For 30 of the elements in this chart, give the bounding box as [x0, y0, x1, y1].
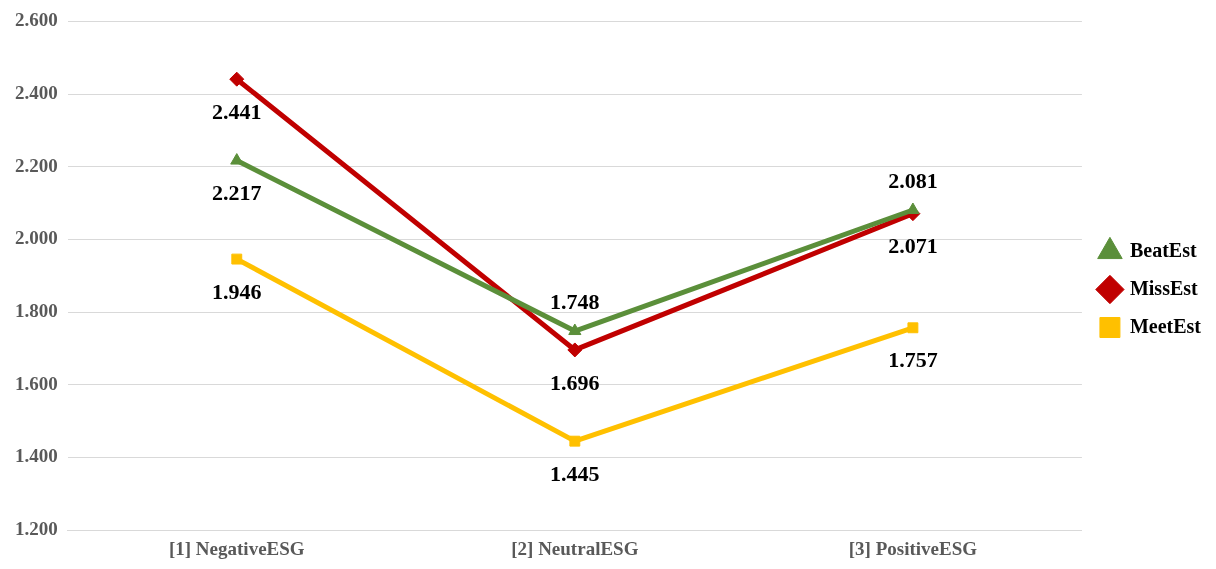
y-tick-label: 1.400: [15, 445, 58, 467]
legend-label: BeatEst: [1129, 238, 1197, 261]
point: [569, 435, 581, 447]
data-label: 1.748: [550, 288, 600, 314]
data-label: 2.081: [888, 167, 938, 193]
point: [568, 323, 582, 336]
data-label: 2.071: [888, 233, 938, 259]
data-label: 1.696: [550, 369, 600, 395]
point: [230, 153, 244, 165]
x-tick-label: [1] NegativeESG: [168, 537, 305, 559]
y-tick-label: 2.600: [15, 9, 58, 31]
y-tick-label: 2.000: [15, 227, 58, 249]
legend-label: MissEst: [1129, 276, 1199, 299]
y-tick-label: 1.800: [15, 300, 58, 322]
x-tick-label: [3] PositiveESG: [848, 537, 978, 559]
point: [907, 322, 919, 334]
data-label: 1.445: [550, 460, 600, 486]
point: [231, 253, 243, 265]
x-tick-label: [2] NeutralESG: [511, 537, 639, 559]
y-tick-label: 1.200: [15, 518, 58, 540]
data-label: 1.757: [888, 347, 938, 373]
data-label: 1.946: [212, 278, 262, 304]
point: [567, 342, 583, 358]
point: [229, 71, 245, 87]
y-tick-label: 1.600: [15, 372, 58, 394]
legend-label: MeetEst: [1129, 314, 1202, 337]
data-label: 2.217: [212, 180, 262, 206]
data-label: 2.441: [212, 98, 262, 124]
y-tick-label: 2.200: [15, 154, 58, 176]
y-tick-label: 2.400: [15, 81, 58, 103]
